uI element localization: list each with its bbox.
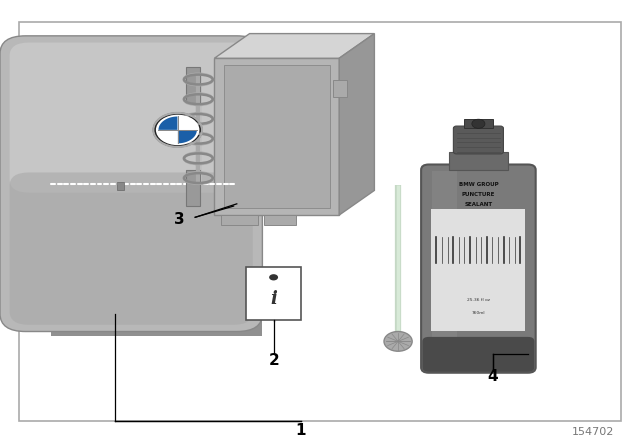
Polygon shape bbox=[178, 130, 197, 143]
FancyBboxPatch shape bbox=[10, 43, 253, 193]
Text: SEALANT: SEALANT bbox=[465, 202, 492, 207]
Text: 2: 2 bbox=[269, 353, 279, 368]
Bar bbox=[463, 119, 493, 128]
Bar bbox=[186, 170, 200, 206]
Polygon shape bbox=[224, 65, 330, 208]
FancyBboxPatch shape bbox=[0, 36, 262, 332]
FancyBboxPatch shape bbox=[421, 164, 536, 373]
Polygon shape bbox=[214, 34, 374, 58]
Bar bbox=[117, 182, 125, 190]
Bar bbox=[333, 80, 347, 98]
Polygon shape bbox=[159, 130, 178, 143]
Text: 25.36 fl oz: 25.36 fl oz bbox=[467, 298, 490, 302]
Polygon shape bbox=[159, 116, 178, 130]
Bar bbox=[432, 171, 457, 358]
Text: PUNCTURE: PUNCTURE bbox=[461, 192, 495, 197]
FancyBboxPatch shape bbox=[422, 337, 534, 372]
FancyBboxPatch shape bbox=[453, 126, 504, 154]
Bar bbox=[186, 67, 200, 103]
Text: 154702: 154702 bbox=[572, 427, 614, 437]
FancyBboxPatch shape bbox=[10, 172, 253, 325]
Polygon shape bbox=[178, 116, 197, 130]
Polygon shape bbox=[51, 76, 262, 336]
Circle shape bbox=[384, 332, 412, 351]
Circle shape bbox=[154, 113, 202, 147]
Bar bbox=[431, 209, 525, 331]
Polygon shape bbox=[339, 34, 374, 215]
Text: BMW GROUP: BMW GROUP bbox=[459, 182, 498, 187]
Text: 3: 3 bbox=[174, 212, 184, 227]
Bar bbox=[264, 215, 296, 225]
Text: i: i bbox=[270, 290, 277, 308]
Circle shape bbox=[156, 115, 200, 145]
Text: 1: 1 bbox=[296, 423, 306, 439]
Polygon shape bbox=[214, 58, 339, 215]
Circle shape bbox=[472, 119, 485, 128]
Circle shape bbox=[269, 274, 278, 280]
Bar bbox=[221, 215, 259, 225]
Bar bbox=[449, 152, 508, 170]
Text: 4: 4 bbox=[488, 369, 498, 384]
Text: 760ml: 760ml bbox=[472, 311, 485, 315]
Bar bbox=[19, 22, 621, 421]
Bar bbox=[246, 267, 301, 320]
